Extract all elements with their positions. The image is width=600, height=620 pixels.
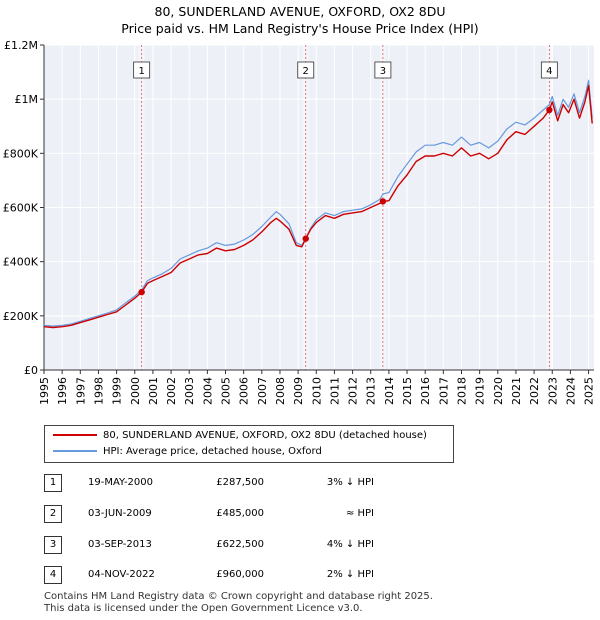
transaction-date: 03-JUN-2009 bbox=[88, 508, 152, 519]
x-tick-label: 2000 bbox=[129, 377, 142, 405]
x-tick-label: 2005 bbox=[220, 377, 233, 405]
x-tick-label: 2022 bbox=[528, 377, 541, 405]
transaction-price: £485,000 bbox=[216, 508, 264, 519]
chart-title: 80, SUNDERLAND AVENUE, OXFORD, OX2 8DU bbox=[154, 4, 446, 19]
x-tick-label: 2007 bbox=[256, 377, 269, 405]
transaction-number: 3 bbox=[44, 536, 62, 554]
transaction-hpi-relation: 2% ↓ HPI bbox=[326, 569, 374, 580]
transaction-label: 2 bbox=[303, 66, 309, 77]
x-tick-label: 2020 bbox=[492, 377, 505, 405]
y-tick-label: £400K bbox=[3, 256, 39, 269]
transaction-label: 1 bbox=[138, 66, 144, 77]
x-tick-label: 2010 bbox=[310, 377, 323, 405]
x-tick-label: 2013 bbox=[365, 377, 378, 405]
transaction-date: 19-MAY-2000 bbox=[88, 477, 154, 488]
transaction-number: 1 bbox=[44, 474, 62, 492]
x-tick-label: 2001 bbox=[147, 377, 160, 405]
legend: 80, SUNDERLAND AVENUE, OXFORD, OX2 8DU (… bbox=[44, 425, 454, 463]
x-tick-label: 2014 bbox=[383, 377, 396, 405]
x-tick-label: 2016 bbox=[419, 377, 432, 405]
transaction-date: 03-SEP-2013 bbox=[88, 539, 152, 550]
x-tick-label: 1997 bbox=[74, 377, 87, 405]
transaction-marker bbox=[138, 288, 145, 296]
transaction-price: £287,500 bbox=[216, 477, 264, 488]
y-tick-label: £600K bbox=[3, 202, 39, 215]
chart-subtitle: Price paid vs. HM Land Registry's House … bbox=[121, 21, 479, 36]
legend-item-hpi: HPI: Average price, detached house, Oxfo… bbox=[53, 444, 322, 460]
transaction-label-box bbox=[374, 61, 392, 79]
transaction-hpi-relation: 4% ↓ HPI bbox=[326, 539, 374, 550]
x-tick-label: 2008 bbox=[274, 377, 287, 405]
transaction-markers bbox=[138, 106, 553, 296]
transaction-marker bbox=[546, 106, 553, 114]
transaction-price: £622,500 bbox=[216, 539, 264, 550]
y-tick-label: £800K bbox=[3, 147, 39, 160]
x-tick-label: 2018 bbox=[455, 377, 468, 405]
transaction-label-box bbox=[133, 61, 151, 79]
transaction-label: 4 bbox=[546, 66, 552, 77]
transaction-label-box bbox=[540, 61, 558, 79]
transaction-label-box bbox=[297, 61, 315, 79]
x-tick-label: 1995 bbox=[38, 377, 51, 405]
transaction-band bbox=[379, 45, 386, 370]
transaction-hpi-relation: 3% ↓ HPI bbox=[326, 477, 374, 488]
x-tick-label: 2023 bbox=[546, 377, 559, 405]
hpi-series-line bbox=[43, 79, 593, 327]
transaction-label: 3 bbox=[380, 66, 386, 77]
transaction-band bbox=[302, 45, 309, 370]
legend-label-property: 80, SUNDERLAND AVENUE, OXFORD, OX2 8DU (… bbox=[103, 430, 427, 441]
legend-swatch-hpi bbox=[53, 450, 97, 452]
x-tick-label: 2015 bbox=[401, 377, 414, 405]
transaction-number: 2 bbox=[44, 505, 62, 523]
x-tick-label: 2017 bbox=[437, 377, 450, 405]
transaction-guides: 1 2 3 4 bbox=[133, 45, 558, 370]
x-tick-label: 2003 bbox=[183, 377, 196, 405]
transaction-price: £960,000 bbox=[216, 569, 264, 580]
y-tick-label: £1.2M bbox=[4, 39, 38, 52]
legend-label-hpi: HPI: Average price, detached house, Oxfo… bbox=[103, 446, 322, 457]
x-axis: 1995 1996 1997 1998 1999 2000 2001 2002 2003 2004… bbox=[38, 369, 596, 405]
y-tick-label: £0 bbox=[24, 364, 38, 377]
x-tick-label: 2012 bbox=[347, 377, 360, 405]
x-tick-label: 2025 bbox=[583, 377, 596, 405]
x-tick-label: 2009 bbox=[292, 377, 305, 405]
property-series-line bbox=[43, 84, 593, 329]
x-tick-label: 1999 bbox=[111, 377, 124, 405]
x-tick-label: 2004 bbox=[201, 377, 214, 405]
x-tick-label: 2011 bbox=[328, 377, 341, 405]
transaction-marker bbox=[379, 198, 387, 205]
x-tick-label: 2002 bbox=[165, 377, 178, 405]
x-tick-label: 1996 bbox=[56, 377, 69, 405]
transaction-hpi-relation: ≈ HPI bbox=[345, 508, 374, 519]
legend-item-property: 80, SUNDERLAND AVENUE, OXFORD, OX2 8DU (… bbox=[53, 428, 427, 444]
x-tick-label: 2024 bbox=[564, 377, 577, 405]
transaction-band bbox=[546, 45, 553, 370]
x-tick-label: 2019 bbox=[474, 377, 487, 405]
x-tick-label: 1998 bbox=[92, 377, 105, 405]
transaction-number: 4 bbox=[44, 566, 62, 584]
legend-swatch-property bbox=[53, 434, 97, 436]
series-lines bbox=[43, 79, 593, 329]
y-tick-label: £1M bbox=[15, 93, 39, 106]
transaction-band bbox=[138, 45, 145, 370]
y-tick-label: £200K bbox=[3, 310, 39, 323]
x-tick-label: 2021 bbox=[510, 377, 523, 405]
footer-copyright: Contains HM Land Registry data © Crown c… bbox=[44, 591, 433, 602]
transaction-marker bbox=[302, 235, 309, 242]
price-chart: 1 2 3 4 £0 £200K £400K £600K £800K £1M £1.2M 1995… bbox=[3, 39, 596, 405]
transaction-date: 04-NOV-2022 bbox=[88, 569, 155, 580]
x-tick-label: 2006 bbox=[238, 377, 251, 405]
footer-licence: This data is licensed under the Open Gov… bbox=[44, 603, 363, 614]
y-axis: £0 £200K £400K £600K £800K £1M £1.2M bbox=[3, 39, 45, 377]
